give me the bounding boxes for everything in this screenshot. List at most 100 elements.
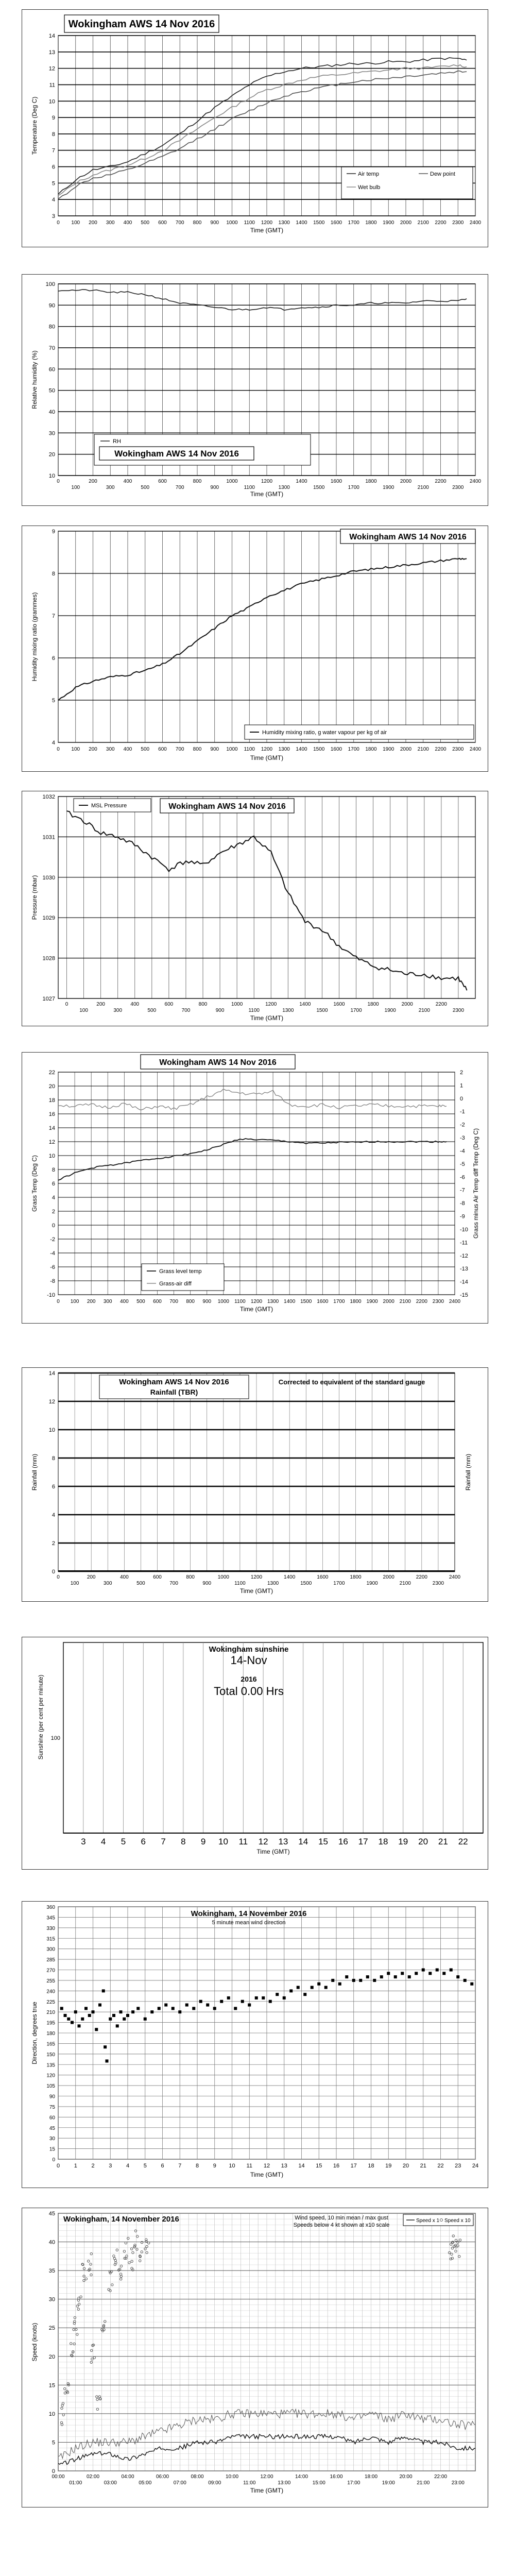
x-tick-label: 10 bbox=[229, 2163, 235, 2169]
wind-direction-point bbox=[63, 2013, 67, 2017]
y2-tick-label: -15 bbox=[460, 1292, 468, 1298]
y-tick-label: 12 bbox=[49, 66, 55, 72]
speed-x10-point bbox=[60, 2421, 63, 2424]
y-tick-label: 2 bbox=[52, 1209, 55, 1215]
y-tick-label: 165 bbox=[46, 2041, 55, 2047]
x-tick-label: 1500 bbox=[313, 747, 325, 752]
x-tick-label: 500 bbox=[147, 1008, 156, 1013]
x-tick-label: 1100 bbox=[234, 1299, 246, 1304]
y-tick-label: 2 bbox=[52, 1540, 55, 1547]
legend-label: Speed x 1 bbox=[416, 2218, 439, 2224]
wind-direction-point bbox=[331, 1978, 335, 1982]
x-tick-label: 2000 bbox=[383, 1574, 395, 1580]
y-tick-label: 22 bbox=[49, 1070, 55, 1076]
legend-label: MSL Pressure bbox=[91, 803, 127, 809]
wind-direction-point bbox=[324, 1986, 328, 1989]
wind-direction-point bbox=[352, 1978, 355, 1982]
series-line-air-temp bbox=[58, 57, 467, 195]
chart-title-box bbox=[160, 798, 295, 814]
wind-direction-point bbox=[227, 1996, 230, 1999]
series-line-msl-pressure bbox=[66, 810, 468, 991]
wind-direction-point bbox=[241, 1999, 244, 2003]
x-tick-label: 1900 bbox=[366, 1581, 378, 1586]
x-tick-label: 2000 bbox=[400, 479, 412, 484]
wind-direction-point bbox=[387, 1972, 390, 1975]
y-axis-title: Relative humidity (%) bbox=[31, 350, 38, 409]
x-tick-label: 200 bbox=[87, 1299, 96, 1304]
wind-speed-chart-panel: 0 5 10 15 20 25 30 35 40 45 00:00 02:00 04:00 06:00 08… bbox=[22, 2208, 488, 2507]
speed-x10-point bbox=[70, 2342, 73, 2345]
speed-x10-point bbox=[63, 2387, 66, 2391]
x-tick-label: 400 bbox=[120, 1574, 129, 1580]
plot-area bbox=[63, 1642, 484, 1834]
speed-x10-point bbox=[62, 2413, 65, 2416]
speed-x10-point bbox=[133, 2244, 136, 2247]
wind-direction-point bbox=[95, 2028, 98, 2031]
x-tick-label: 0 bbox=[57, 1299, 60, 1304]
x-axis-title: Time (GMT) bbox=[250, 490, 283, 498]
x-tick-label: 300 bbox=[106, 220, 115, 226]
x-tick-label: 600 bbox=[158, 479, 167, 484]
x-tick-label: 13:00 bbox=[278, 2480, 290, 2486]
y-tick-label: 15 bbox=[49, 2147, 56, 2153]
x-tick-label: 400 bbox=[124, 479, 132, 484]
wind-direction-point bbox=[101, 1989, 105, 1993]
speed-x10-point bbox=[102, 2328, 106, 2331]
wind-direction-point bbox=[407, 1975, 411, 1979]
x-tick-label: 400 bbox=[124, 220, 132, 226]
wind-direction-point bbox=[199, 1999, 202, 2003]
x-tick-label: 400 bbox=[130, 1002, 139, 1007]
speed-x10-point bbox=[145, 2238, 148, 2241]
chart-title-box bbox=[99, 446, 254, 461]
speed-x10-point bbox=[448, 2251, 451, 2255]
x-tick-label: 12 bbox=[259, 1837, 268, 1846]
y-tick-label: 150 bbox=[46, 2052, 55, 2058]
y-tick-label: 6 bbox=[52, 164, 55, 171]
x-tick-label: 20 bbox=[418, 1837, 428, 1846]
x-tick-label: 5 bbox=[144, 2163, 147, 2169]
x-tick-label: 1200 bbox=[251, 1299, 263, 1304]
x-tick-label: 1100 bbox=[244, 485, 255, 490]
chart-title-box bbox=[140, 1054, 296, 1070]
x-tick-label: 2300 bbox=[452, 747, 464, 752]
legend-label: Dew point bbox=[430, 171, 455, 177]
x-axis-title: Time (GMT) bbox=[250, 1014, 283, 1022]
wind-direction-point bbox=[136, 2007, 140, 2010]
y-axis-title: Speed (knots) bbox=[31, 2323, 38, 2362]
y-tick-label: 16 bbox=[49, 1111, 55, 1117]
speed-x10-point bbox=[60, 2406, 63, 2410]
x-tick-label: 1000 bbox=[218, 1574, 230, 1580]
y-tick-label: 345 bbox=[46, 1915, 55, 1921]
x-tick-label: 1400 bbox=[296, 220, 307, 226]
y-axis-title: Sunshine (per cent per minute) bbox=[37, 1675, 44, 1760]
x-tick-label: 700 bbox=[169, 1581, 178, 1586]
wind-direction-point bbox=[81, 2017, 84, 2021]
x-tick-label: 2300 bbox=[452, 485, 464, 490]
chart-date: 14-Nov bbox=[231, 1654, 267, 1667]
speed-x10-point bbox=[115, 2248, 119, 2251]
y-tick-label: -10 bbox=[47, 1292, 55, 1298]
y-tick-label: 40 bbox=[49, 409, 55, 415]
x-tick-label: 900 bbox=[202, 1581, 211, 1586]
speed-x10-point bbox=[73, 2322, 76, 2325]
y-tick-label: 285 bbox=[46, 1957, 55, 1963]
x-tick-label: 2000 bbox=[383, 1299, 395, 1304]
x-tick-label: 2200 bbox=[436, 1002, 448, 1007]
x-tick-label: 1200 bbox=[251, 1574, 263, 1580]
y-tick-label: 255 bbox=[46, 1978, 55, 1984]
wind-direction-point bbox=[254, 1996, 258, 1999]
y-tick-label: 0 bbox=[52, 2157, 55, 2163]
rainfall-chart-panel: 0 2 4 6 8 10 12 14 0 200 400 600 800 1000 1200 1400 1600… bbox=[22, 1367, 488, 1602]
speed-x10-point bbox=[91, 2358, 94, 2361]
speed-x10-point bbox=[87, 2260, 90, 2263]
speed-x10-point bbox=[123, 2257, 126, 2260]
wind-direction-point bbox=[126, 2013, 129, 2017]
wind-direction-point bbox=[88, 2013, 91, 2017]
y-tick-label: 30 bbox=[49, 2297, 55, 2303]
speed-x10-point bbox=[61, 2404, 64, 2407]
legend-label: RH bbox=[113, 438, 121, 445]
x-tick-label: 00:00 bbox=[52, 2474, 64, 2480]
x-tick-label: 11 bbox=[238, 1837, 248, 1846]
x-tick-label: 1100 bbox=[234, 1581, 246, 1586]
x-tick-label: 1400 bbox=[299, 1002, 311, 1007]
